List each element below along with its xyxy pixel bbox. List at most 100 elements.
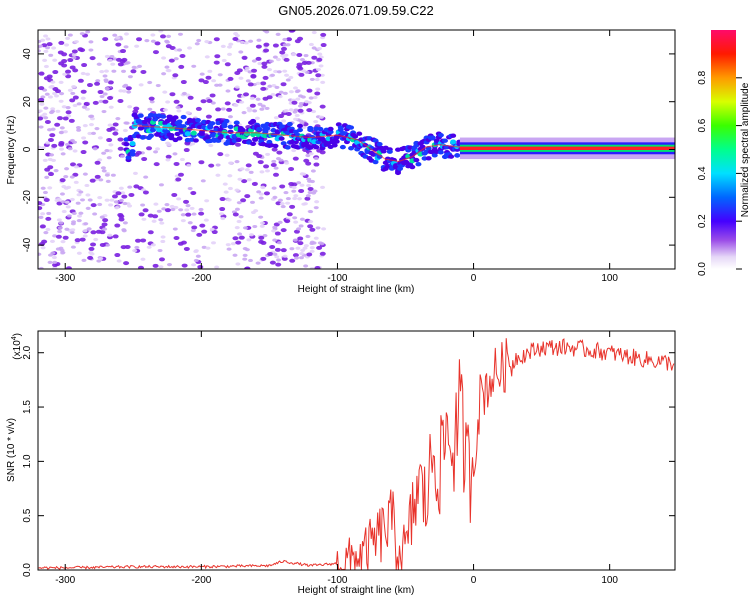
noise-dot [44, 175, 50, 179]
snr-xtick-label-3: 0 [471, 575, 477, 586]
noise-dot [248, 39, 254, 43]
noise-dot [220, 44, 226, 49]
noise-dot [282, 37, 288, 42]
noise-dot [80, 96, 86, 100]
noise-dot [306, 88, 313, 93]
noise-dot [79, 237, 86, 242]
noise-dot [103, 78, 109, 82]
noise-dot [48, 172, 55, 177]
noise-dot [177, 241, 184, 246]
noise-dot [103, 69, 109, 73]
noise-dot [195, 106, 202, 111]
noise-dot [110, 62, 116, 66]
noise-dot [297, 66, 304, 71]
noise-dot [42, 158, 48, 162]
noise-dot [44, 92, 50, 96]
noise-dot [58, 130, 64, 135]
noise-dot [291, 148, 297, 153]
noise-dot [288, 166, 295, 171]
noise-dot [153, 150, 159, 154]
noise-dot [309, 179, 315, 184]
noise-dot [150, 33, 156, 37]
snr-axes: -300 -200 -100 0 100 0.0 0.5 1.0 1.5 2.0 [22, 331, 675, 586]
noise-dot [71, 49, 78, 54]
noise-dot [144, 38, 150, 43]
noise-dot [282, 69, 288, 73]
noise-dot [180, 213, 186, 217]
noise-dot [169, 204, 175, 209]
noise-dot [246, 238, 252, 242]
noise-dot [237, 177, 243, 181]
noise-dot [117, 62, 124, 67]
noise-dot [263, 191, 270, 196]
noise-dot [52, 91, 58, 96]
noise-dot [292, 216, 298, 220]
noise-dot [164, 40, 170, 44]
snr-xtick-label-0: -300 [55, 575, 75, 586]
noise-dot [198, 78, 205, 83]
ridge-dot [250, 141, 257, 147]
noise-dot [320, 43, 327, 48]
noise-dot [67, 58, 74, 63]
noise-dot [270, 93, 276, 97]
noise-dot [214, 265, 220, 269]
noise-dot [311, 46, 317, 50]
spec-ytick-label-3: 20 [22, 96, 33, 108]
spectrogram-xlabel: Height of straight line (km) [298, 284, 415, 295]
noise-dot [276, 150, 283, 155]
noise-dot [269, 260, 276, 265]
ridge-dot [429, 136, 436, 141]
noise-dot [164, 202, 170, 207]
noise-dot [292, 238, 298, 242]
noise-dot [47, 260, 53, 265]
noise-dot [58, 99, 64, 103]
noise-dot [285, 196, 291, 201]
noise-dot [241, 179, 248, 184]
noise-dot [47, 95, 53, 99]
noise-dot [280, 54, 286, 58]
ridge-dot [147, 133, 154, 138]
noise-dot [122, 84, 128, 89]
noise-dot [315, 87, 321, 91]
noise-dot [76, 218, 82, 223]
noise-dot [285, 201, 291, 205]
noise-dot [315, 226, 321, 230]
noise-dot [38, 44, 44, 48]
noise-dot [158, 30, 164, 33]
noise-dot [319, 241, 325, 246]
noise-dot [249, 200, 255, 204]
noise-dot [117, 146, 124, 151]
noise-dot [224, 62, 231, 67]
noise-dot [315, 73, 322, 78]
noise-dot [56, 197, 62, 202]
noise-dot [255, 97, 261, 101]
noise-dot [59, 192, 65, 196]
noise-dot [108, 203, 114, 207]
noise-dot [76, 251, 82, 255]
noise-dot [122, 201, 128, 206]
noise-dot [235, 240, 242, 245]
colorbar-ticks: 0.0 0.2 0.4 0.6 0.8 [697, 70, 742, 276]
noise-dot [234, 188, 240, 192]
noise-dot [284, 219, 291, 224]
noise-dot [273, 69, 279, 74]
noise-dot [102, 92, 108, 96]
noise-dot [153, 202, 159, 206]
noise-dot [263, 48, 270, 53]
noise-dot [104, 198, 110, 202]
noise-dot [200, 99, 207, 104]
noise-dot [140, 69, 147, 74]
spectrogram-ylabel: Frequency (Hz) [6, 116, 17, 185]
noise-dot [200, 179, 206, 183]
spec-xtick-label-3: 0 [471, 273, 477, 284]
noise-dot [198, 207, 204, 212]
noise-dot [57, 229, 63, 234]
noise-dot [319, 104, 326, 109]
ridge-dot [386, 149, 393, 154]
noise-dot [74, 238, 81, 243]
noise-dot [274, 255, 280, 259]
ridge-dot [150, 127, 157, 133]
noise-dot [153, 162, 160, 167]
snr-xtick-label-2: -100 [327, 575, 347, 586]
